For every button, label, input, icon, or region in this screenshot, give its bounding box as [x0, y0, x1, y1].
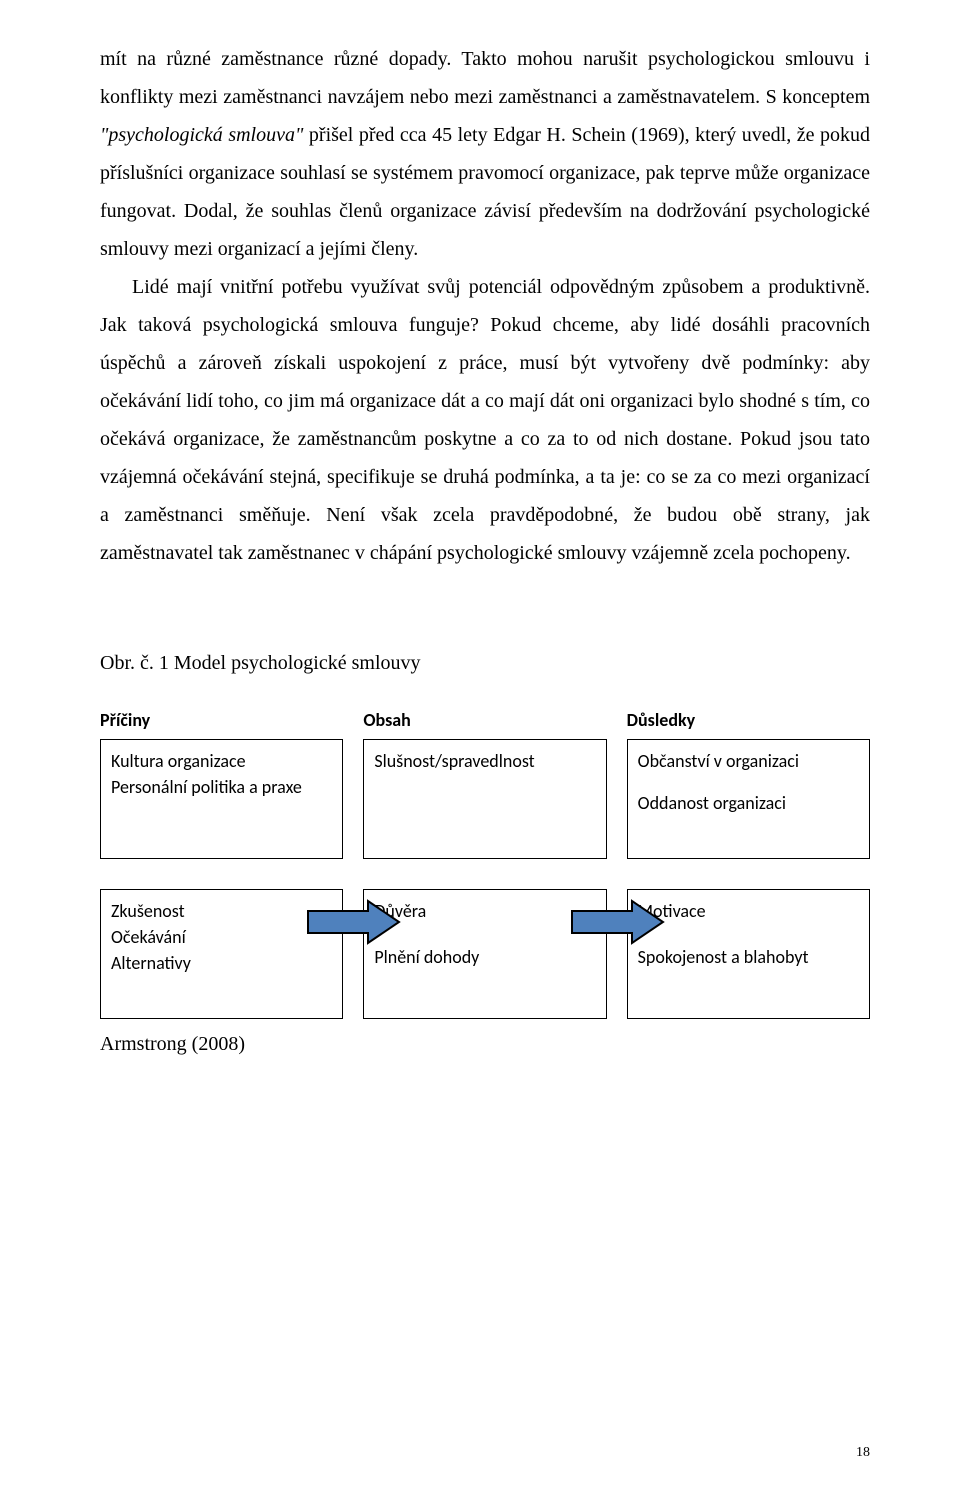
- p1-run1: mít na různé zaměstnance různé dopady. T…: [100, 48, 870, 108]
- body-text: mít na různé zaměstnance různé dopady. T…: [100, 40, 870, 572]
- arrow-1: [306, 899, 401, 945]
- box-item: Motivace: [638, 898, 859, 924]
- box-item: Alternativy: [111, 950, 332, 976]
- paragraph-2: Lidé mají vnitřní potřebu využívat svůj …: [100, 268, 870, 572]
- arrow-shape: [308, 901, 399, 943]
- diagram-col-obsah: Obsah Slušnost/spravedlnost Důvěra Plněn…: [363, 709, 606, 1019]
- col-header-obsah: Obsah: [363, 709, 606, 731]
- box-dusledky-top: Občanství v organizaci Oddanost organiza…: [627, 739, 870, 859]
- box-item: Zkušenost: [111, 898, 332, 924]
- box-priciny-top: Kultura organizace Personální politika a…: [100, 739, 343, 859]
- arrow-icon: [306, 899, 401, 945]
- box-item: Důvěra: [374, 898, 595, 924]
- page: mít na různé zaměstnance různé dopady. T…: [0, 0, 960, 1491]
- diagram-col-dusledky: Důsledky Občanství v organizaci Oddanost…: [627, 709, 870, 1019]
- figure-title: Obr. č. 1 Model psychologické smlouvy: [100, 652, 870, 675]
- box-item: Plnění dohody: [374, 944, 595, 970]
- figure-citation: Armstrong (2008): [100, 1033, 870, 1056]
- box-item: Oddanost organizaci: [638, 790, 859, 816]
- col-header-dusledky: Důsledky: [627, 709, 870, 731]
- box-item: Personální politika a praxe: [111, 774, 332, 800]
- arrow-icon: [570, 899, 665, 945]
- box-item: Občanství v organizaci: [638, 748, 859, 774]
- box-item: Očekávání: [111, 924, 332, 950]
- paragraph-1: mít na různé zaměstnance různé dopady. T…: [100, 40, 870, 268]
- arrow-shape: [572, 901, 663, 943]
- diagram: Příčiny Kultura organizace Personální po…: [100, 709, 870, 1019]
- box-item: Slušnost/spravedlnost: [374, 748, 595, 774]
- diagram-col-priciny: Příčiny Kultura organizace Personální po…: [100, 709, 343, 1019]
- p1-italic: "psychologická smlouva": [100, 124, 303, 146]
- page-number: 18: [856, 1445, 870, 1461]
- col-header-priciny: Příčiny: [100, 709, 343, 731]
- box-item: Spokojenost a blahobyt: [638, 944, 859, 970]
- box-item: Kultura organizace: [111, 748, 332, 774]
- box-obsah-top: Slušnost/spravedlnost: [363, 739, 606, 859]
- arrow-2: [570, 899, 665, 945]
